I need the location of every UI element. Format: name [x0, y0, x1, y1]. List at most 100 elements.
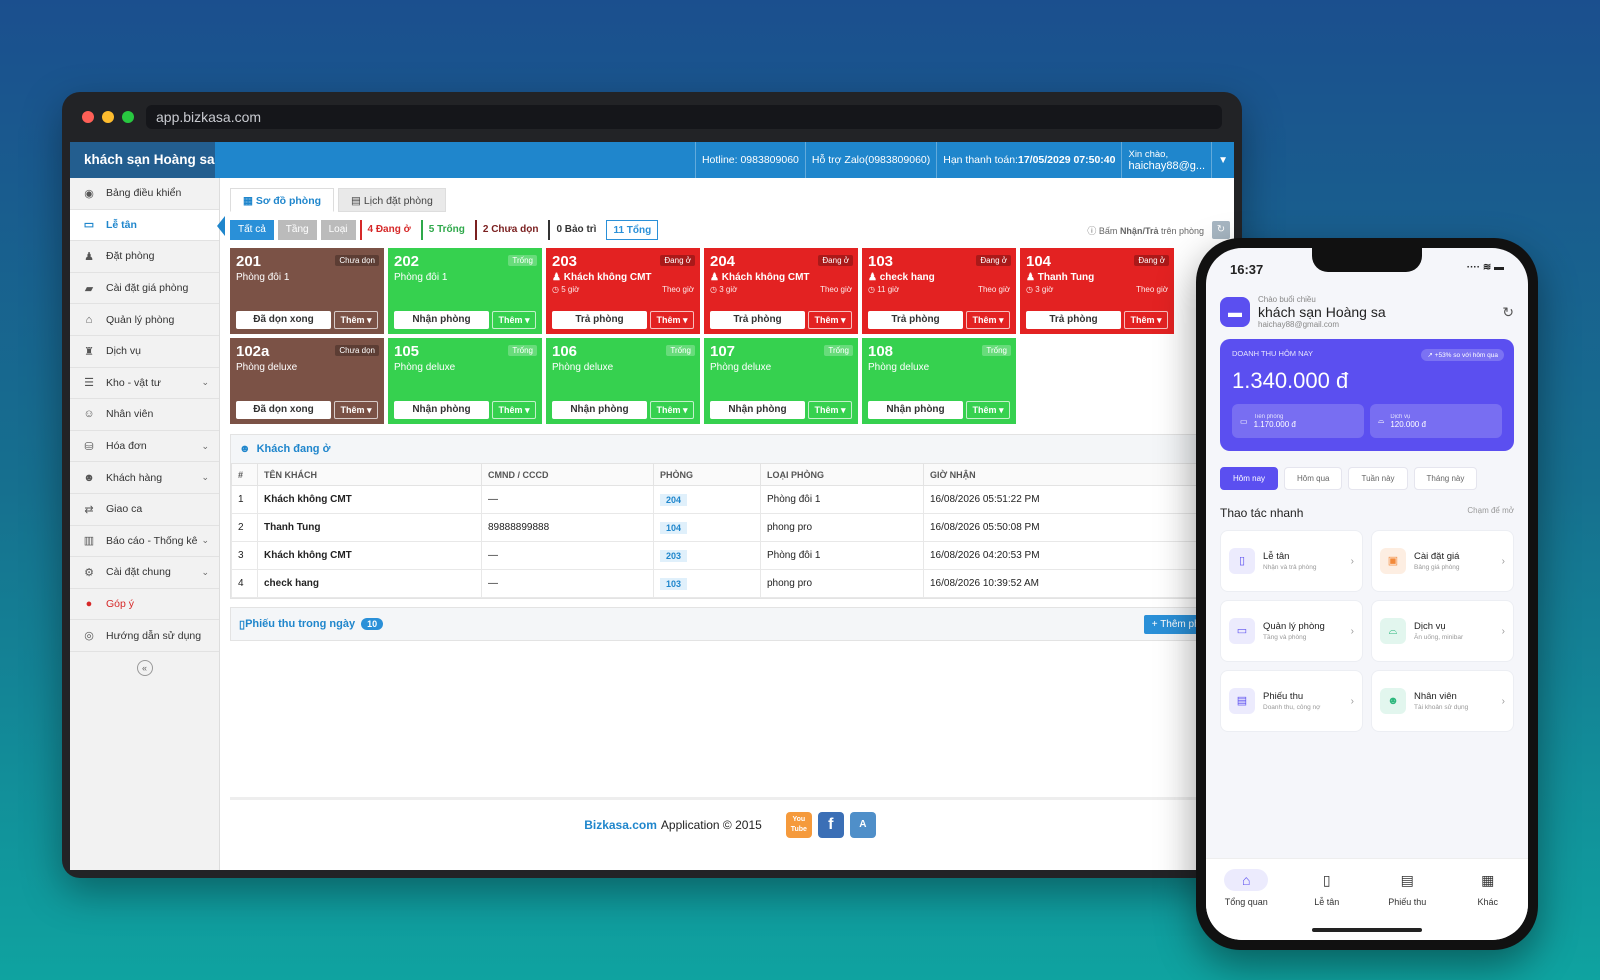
sidebar-item-room-management[interactable]: ⌂ Quản lý phòng: [70, 304, 219, 336]
room-more-button[interactable]: Thêm ▾: [650, 311, 694, 329]
sidebar-item-staff[interactable]: ☺ Nhân viên: [70, 399, 219, 431]
room-more-button[interactable]: Thêm ▾: [808, 401, 852, 419]
sidebar-item-invoices[interactable]: ⛁ Hóa đơn ⌄: [70, 431, 219, 463]
quick-action-card[interactable]: ▣ Cài đặt giá Bảng giá phòng ›: [1371, 530, 1514, 592]
room-card[interactable]: 105 Trống Phòng deluxe Nhận phòng Thêm ▾: [388, 338, 542, 424]
sidebar-item-dashboard[interactable]: ◉ Bảng điều khiển: [70, 178, 219, 210]
sidebar-item-reception[interactable]: ▭ Lễ tân: [70, 209, 225, 242]
quick-action-card[interactable]: ▤ Phiếu thu Doanh thu, công nợ ›: [1220, 670, 1363, 732]
room-more-button[interactable]: Thêm ▾: [492, 401, 536, 419]
sidebar-item-user-guide[interactable]: ◎ Hướng dẫn sử dụng: [70, 620, 219, 652]
room-chip[interactable]: 104: [660, 521, 688, 534]
table-row[interactable]: 1 Khách không CMT — 204 Phòng đôi 1 16/0…: [231, 485, 1229, 514]
room-card[interactable]: 107 Trống Phòng deluxe Nhận phòng Thêm ▾: [704, 338, 858, 424]
sidebar-item-warehouse[interactable]: ☰ Kho - vật tư ⌄: [70, 368, 219, 400]
room-more-button[interactable]: Thêm ▾: [650, 401, 694, 419]
room-action-button[interactable]: Trả phòng: [552, 311, 647, 329]
collapse-sidebar-icon[interactable]: «: [136, 659, 153, 676]
sidebar-item-reports[interactable]: ▥ Báo cáo - Thống kê ⌄: [70, 526, 219, 558]
room-more-button[interactable]: Thêm ▾: [966, 401, 1010, 419]
period-this-month[interactable]: Tháng này: [1413, 467, 1478, 490]
room-card[interactable]: 204 Đang ở ♟ Khách không CMT ◷ 3 giờ Theo …: [704, 248, 858, 334]
sidebar-item-shift-handover[interactable]: ⇄ Giao ca: [70, 494, 219, 526]
room-card[interactable]: 202 Trống Phòng đôi 1 Nhận phòng Thêm ▾: [388, 248, 542, 334]
hotline[interactable]: Hotline: 0983809060: [694, 142, 805, 178]
room-more-button[interactable]: Thêm ▾: [808, 311, 852, 329]
room-action-button[interactable]: Nhận phòng: [710, 401, 805, 419]
room-action-button[interactable]: Trả phòng: [868, 311, 963, 329]
room-more-button[interactable]: Thêm ▾: [334, 401, 378, 419]
sidebar-item-customers[interactable]: ☻ Khách hàng ⌄: [70, 462, 219, 494]
room-action-button[interactable]: Nhận phòng: [394, 401, 489, 419]
tab-reception[interactable]: ▯ Lễ tân: [1297, 869, 1357, 940]
room-card[interactable]: 106 Trống Phòng deluxe Nhận phòng Thêm ▾: [546, 338, 700, 424]
hotel-brand[interactable]: khách sạn Hoàng sa: [70, 142, 215, 178]
room-action-button[interactable]: Trả phòng: [710, 311, 805, 329]
period-today[interactable]: Hôm nay: [1220, 467, 1279, 490]
room-action-button[interactable]: Nhận phòng: [868, 401, 963, 419]
room-more-button[interactable]: Thêm ▾: [1124, 311, 1168, 329]
filter-all[interactable]: Tất cả: [230, 220, 274, 240]
room-card[interactable]: 203 Đang ở ♟ Khách không CMT ◷ 5 giờ Theo …: [546, 248, 700, 334]
room-chip[interactable]: 204: [660, 493, 688, 506]
android-icon[interactable]: A: [849, 812, 876, 838]
room-card[interactable]: 103 Đang ở ♟ check hang ◷ 11 giờ Theo giờ …: [862, 248, 1016, 334]
tab-overview[interactable]: ⌂ Tổng quan: [1216, 869, 1276, 940]
room-more-button[interactable]: Thêm ▾: [334, 311, 378, 329]
sidebar-item-feedback[interactable]: ● Góp ý: [70, 589, 219, 621]
youtube-icon[interactable]: You Tube: [785, 812, 812, 838]
tab-booking-calendar[interactable]: ▤ Lịch đặt phòng: [338, 188, 446, 212]
room-chip[interactable]: 203: [660, 549, 688, 562]
filter-free[interactable]: 5 Trống: [420, 220, 471, 240]
tab-room-map[interactable]: ▦ Sơ đồ phòng: [230, 188, 335, 212]
sidebar-item-price-settings[interactable]: ▰ Cài đặt giá phòng: [70, 273, 219, 305]
minimize-window-button[interactable]: [102, 111, 114, 123]
tab-more[interactable]: ▦ Khác: [1458, 869, 1518, 940]
period-yesterday[interactable]: Hôm qua: [1284, 467, 1343, 490]
room-action-button[interactable]: Đã dọn xong: [236, 311, 331, 329]
facebook-icon[interactable]: f: [817, 812, 844, 838]
room-card[interactable]: 108 Trống Phòng deluxe Nhận phòng Thêm ▾: [862, 338, 1016, 424]
address-bar[interactable]: app.bizkasa.com: [146, 105, 1222, 129]
room-action-button[interactable]: Đã dọn xong: [236, 401, 331, 419]
close-window-button[interactable]: [82, 111, 94, 123]
filter-dirty[interactable]: 2 Chưa dọn: [474, 220, 545, 240]
filter-floor[interactable]: Tầng: [277, 220, 317, 240]
room-card[interactable]: 201 Chưa dọn Phòng đôi 1 Đã dọn xong Thêm…: [230, 248, 384, 334]
sidebar-item-booking[interactable]: ♟ Đặt phòng: [70, 241, 219, 273]
room-more-button[interactable]: Thêm ▾: [492, 311, 536, 329]
filter-maintenance[interactable]: 0 Bảo trì: [548, 220, 603, 240]
room-card[interactable]: 104 Đang ở ♟ Thanh Tung ◷ 3 giờ Theo giờ T…: [1020, 248, 1174, 334]
table-row[interactable]: 4 check hang — 103 phong pro 16/08/2026 …: [231, 569, 1229, 598]
filter-occupied[interactable]: 4 Đang ở: [359, 220, 417, 240]
user-menu[interactable]: Xin chào, haichay88@g...: [1121, 142, 1211, 178]
table-row[interactable]: 3 Khách không CMT — 203 Phòng đôi 1 16/0…: [231, 541, 1229, 570]
refresh-icon[interactable]: ↻: [1212, 221, 1230, 239]
refresh-icon[interactable]: ↻: [1502, 303, 1514, 320]
quick-action-card[interactable]: ☻ Nhân viên Tài khoản sử dụng ›: [1371, 670, 1514, 732]
room-card[interactable]: 102a Chưa dọn Phòng deluxe Đã dọn xong Th…: [230, 338, 384, 424]
sidebar-item-general-settings[interactable]: ⚙ Cài đặt chung ⌄: [70, 557, 219, 589]
tab-receipts[interactable]: ▤ Phiếu thu: [1377, 869, 1437, 940]
sidebar-item-services[interactable]: ♜ Dịch vụ: [70, 336, 219, 368]
guests-panel-header[interactable]: ☻ Khách đang ở: [231, 435, 1229, 463]
room-actions: Trả phòng Thêm ▾: [710, 311, 852, 329]
filter-type[interactable]: Loại: [320, 220, 356, 240]
quick-action-card[interactable]: ▯ Lễ tân Nhận và trả phòng ›: [1220, 530, 1363, 592]
zalo-support[interactable]: Hỗ trợ Zalo(0983809060): [804, 142, 936, 178]
room-action-button[interactable]: Trả phòng: [1026, 311, 1121, 329]
room-chip[interactable]: 103: [660, 577, 688, 590]
period-this-week[interactable]: Tuần này: [1348, 467, 1408, 490]
receipts-panel-header[interactable]: ▯ Phiếu thu trong ngày 10 + Thêm phiếu: [230, 607, 1230, 641]
col-id-number: CMND / CCCD: [481, 463, 654, 486]
maximize-window-button[interactable]: [122, 111, 134, 123]
room-more-button[interactable]: Thêm ▾: [966, 311, 1010, 329]
footer-brand-link[interactable]: Bizkasa.com: [584, 818, 657, 832]
quick-action-card[interactable]: ▭ Quản lý phòng Tầng và phòng ›: [1220, 600, 1363, 662]
quick-action-card[interactable]: ⌓ Dịch vụ Ăn uống, minibar ›: [1371, 600, 1514, 662]
filter-total[interactable]: 11 Tổng: [606, 220, 659, 240]
chevron-down-icon[interactable]: ▼: [1211, 142, 1234, 178]
room-action-button[interactable]: Nhận phòng: [394, 311, 489, 329]
table-row[interactable]: 2 Thanh Tung 89888899888 104 phong pro 1…: [231, 513, 1229, 542]
room-action-button[interactable]: Nhận phòng: [552, 401, 647, 419]
